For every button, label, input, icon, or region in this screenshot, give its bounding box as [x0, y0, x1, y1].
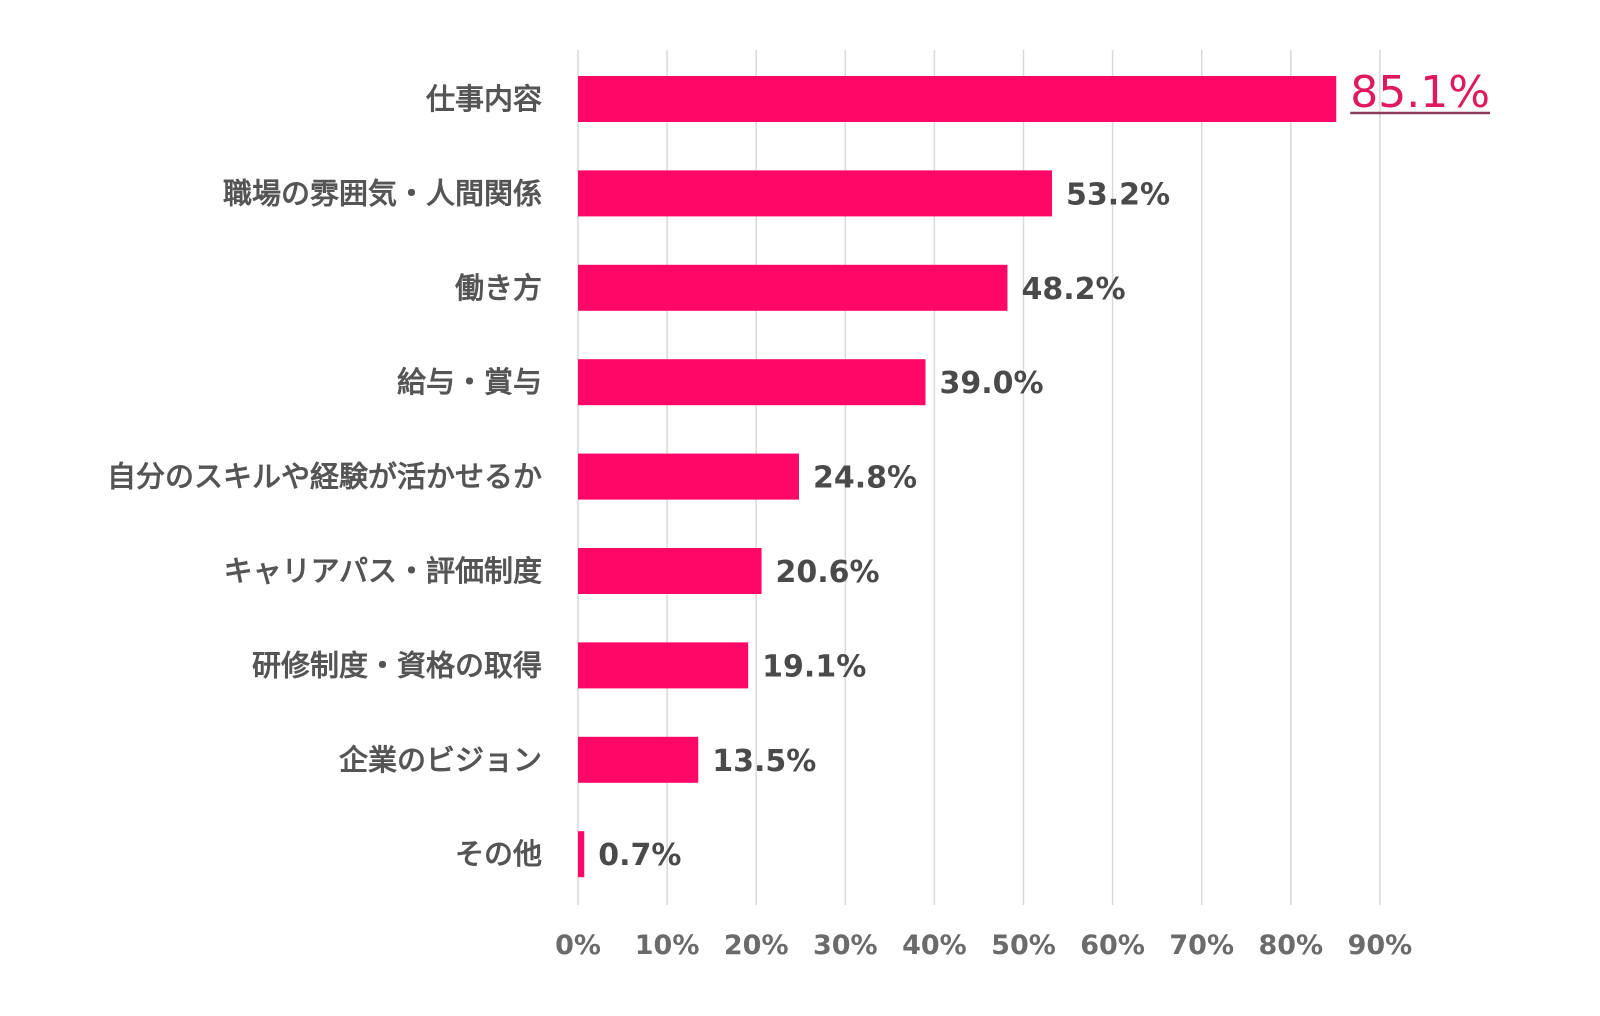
category-label: 自分のスキルや経験が活かせるか — [107, 460, 542, 494]
category-label: 研修制度・資格の取得 — [252, 648, 542, 682]
bar — [578, 548, 762, 594]
bar — [578, 76, 1337, 122]
bar — [578, 359, 926, 406]
value-label: 19.1% — [762, 649, 866, 684]
value-label: 53.2% — [1066, 177, 1170, 212]
bar — [578, 642, 749, 689]
category-label: キャリアパス・評価制度 — [224, 554, 542, 588]
x-tick-label: 30% — [813, 930, 878, 961]
x-tick-label: 70% — [1169, 930, 1234, 961]
value-label: 13.5% — [712, 744, 816, 779]
x-tick-label: 90% — [1348, 930, 1413, 961]
bar — [578, 831, 585, 878]
bar — [578, 264, 1008, 311]
x-tick-label: 40% — [902, 930, 967, 961]
bar — [578, 453, 799, 500]
category-label: 給与・賞与 — [397, 365, 542, 399]
category-label: 職場の雰囲気・人間関係 — [223, 176, 542, 210]
x-tick-label: 20% — [724, 930, 789, 961]
value-label: 20.6% — [776, 555, 880, 590]
value-label: 0.7% — [598, 838, 681, 873]
category-label: その他 — [455, 837, 542, 871]
value-label: 48.2% — [1021, 272, 1125, 307]
x-tick-label: 0% — [555, 930, 601, 961]
value-label: 24.8% — [813, 461, 917, 496]
bar — [578, 736, 699, 783]
category-label: 仕事内容 — [425, 82, 542, 116]
category-label: 企業のビジョン — [339, 743, 542, 777]
x-tick-label: 10% — [635, 930, 700, 961]
x-tick-label: 80% — [1258, 930, 1323, 961]
x-tick-label: 60% — [1080, 930, 1145, 961]
bar — [578, 170, 1053, 217]
x-tick-label: 50% — [991, 930, 1056, 961]
value-label: 39.0% — [939, 366, 1043, 401]
category-label: 働き方 — [454, 271, 542, 305]
value-label: 85.1% — [1350, 67, 1490, 118]
